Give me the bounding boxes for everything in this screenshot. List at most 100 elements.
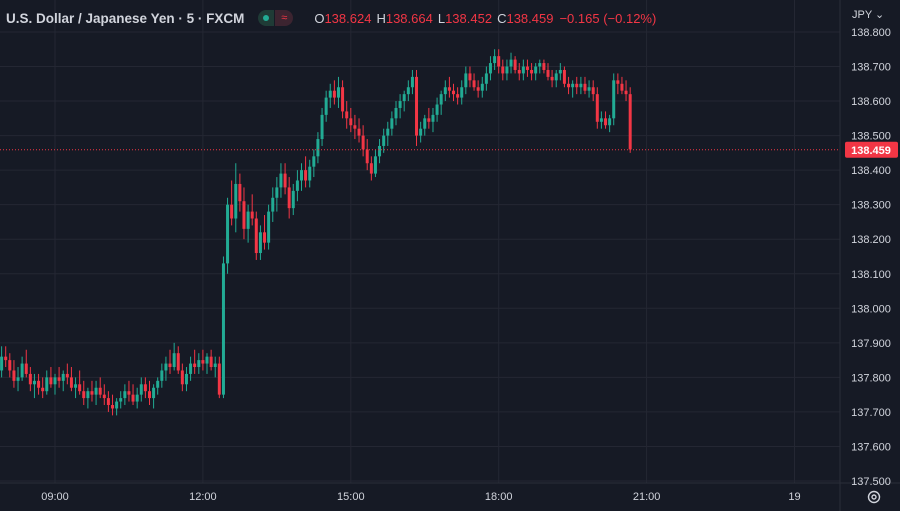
candle (571, 80, 575, 98)
candle (111, 394, 115, 416)
candle (254, 211, 258, 260)
candle (24, 349, 28, 378)
candle (300, 163, 303, 191)
candle (69, 367, 73, 392)
candle (497, 49, 501, 74)
candle-body (28, 373, 32, 385)
candle-body (69, 377, 73, 388)
candle (365, 139, 369, 171)
last-price-label: 138.459 (851, 145, 891, 157)
market-status-badge[interactable]: ≈ (258, 10, 294, 26)
candle (591, 80, 595, 102)
candle-body (217, 363, 221, 395)
candle (604, 111, 608, 129)
candle (74, 377, 78, 399)
candle-body (180, 370, 184, 385)
symbol-title[interactable]: U.S. Dollar / Japanese Yen · 5 · FXCM (6, 10, 245, 26)
candle (369, 156, 373, 181)
wave-icon: ≈ (275, 10, 294, 26)
candle (143, 377, 147, 399)
candle (295, 170, 299, 202)
candle-body (164, 363, 168, 371)
candle-body (320, 114, 324, 140)
gear-icon[interactable] (866, 489, 882, 505)
candle (349, 107, 353, 133)
candle-body (94, 387, 98, 395)
candle-body (37, 380, 41, 388)
candle (447, 76, 451, 98)
candle (509, 52, 513, 74)
currency-selector[interactable]: JPY ⌄ (852, 9, 885, 21)
y-tick-label: 138.700 (851, 62, 891, 74)
candle (336, 76, 340, 108)
candle (390, 111, 394, 136)
candle-body (398, 101, 402, 108)
y-tick-label: 138.200 (851, 234, 891, 246)
candle (431, 107, 435, 133)
candle-body (234, 183, 238, 219)
candle-body (176, 353, 180, 371)
candle (546, 63, 550, 81)
candle (98, 377, 102, 399)
candle (37, 373, 41, 395)
candle-body (538, 63, 542, 67)
candle-body (562, 69, 566, 84)
candle (312, 149, 316, 178)
candle (423, 114, 427, 136)
candle-body (382, 135, 386, 146)
candle-body (312, 156, 316, 167)
candle-body (201, 360, 205, 364)
candle (156, 377, 160, 395)
candle-body (591, 87, 595, 95)
candle-body (45, 377, 49, 392)
candle-body (341, 87, 345, 112)
candle-body (542, 63, 546, 70)
candle (476, 80, 480, 98)
candle-body (119, 398, 123, 402)
candle (82, 380, 86, 406)
candle-body (505, 66, 509, 74)
candle (8, 353, 12, 378)
candle (123, 384, 127, 406)
candle (180, 363, 184, 392)
candle (271, 187, 275, 222)
candle (567, 76, 571, 95)
candle (275, 177, 279, 212)
x-tick-label: 15:00 (337, 491, 365, 503)
candle (4, 346, 8, 368)
candle (267, 204, 271, 250)
candle (234, 163, 238, 233)
candle-body (604, 118, 608, 126)
candle-body (620, 83, 624, 91)
candle-body (484, 73, 488, 84)
candle (28, 367, 32, 392)
candle (78, 370, 82, 395)
candle-body (456, 94, 460, 98)
candle-body (423, 118, 427, 129)
candle (583, 76, 587, 95)
candle-body (587, 87, 591, 91)
candle-body (571, 83, 575, 88)
y-tick-label: 137.700 (851, 407, 891, 419)
candle (608, 114, 612, 133)
candle-body (148, 391, 152, 399)
candle-body (226, 204, 230, 264)
candle (119, 391, 123, 409)
candle-body (246, 211, 250, 229)
candle (106, 391, 110, 412)
y-tick-label: 137.800 (851, 372, 891, 384)
candle (538, 59, 542, 74)
candle (250, 194, 254, 226)
candle (406, 80, 410, 102)
candle-body (111, 405, 115, 409)
candle (197, 353, 201, 374)
candle-body (127, 391, 131, 395)
candle (152, 384, 156, 409)
candle (184, 367, 188, 392)
candle-body (476, 87, 480, 91)
candle-body (406, 87, 410, 95)
candle (345, 101, 349, 129)
candle-body (300, 170, 303, 181)
candle-body (139, 384, 143, 395)
